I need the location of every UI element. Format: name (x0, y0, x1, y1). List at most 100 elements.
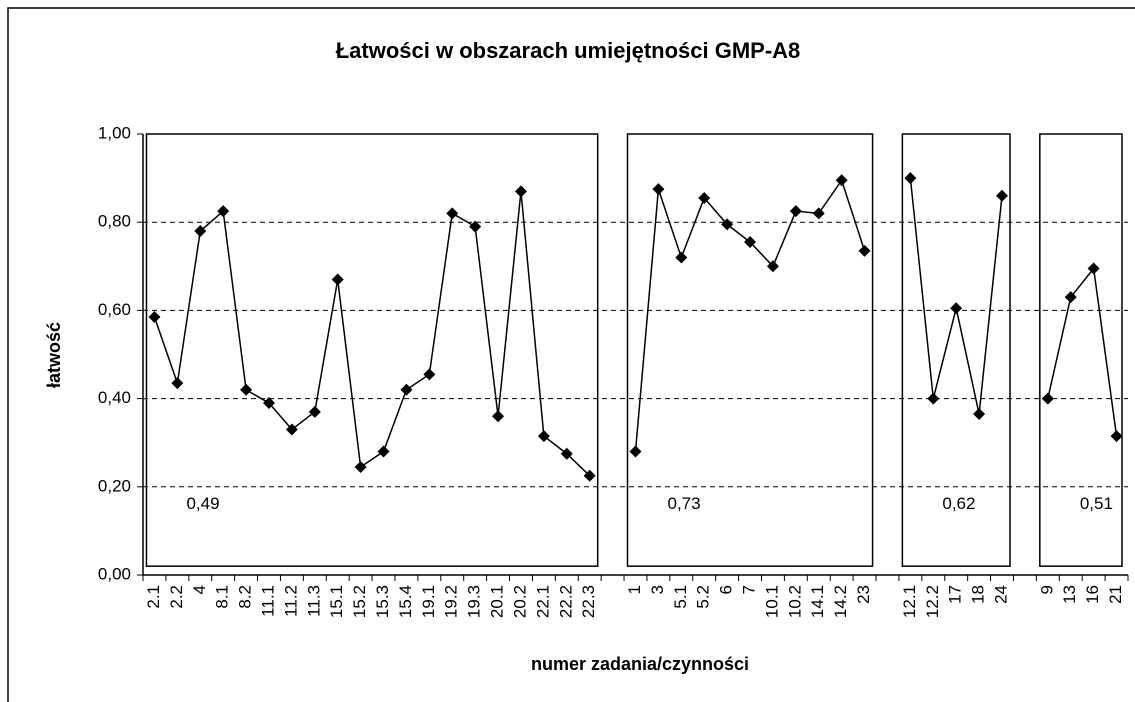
x-tick-label: 20.2 (510, 585, 529, 618)
x-tick-label: 15.4 (396, 585, 415, 618)
x-tick-label: 16 (1083, 585, 1102, 604)
x-tick-label: 7 (740, 585, 759, 594)
x-tick-label: 12.2 (923, 585, 942, 618)
marker (927, 392, 940, 405)
chart-frame (7, 7, 1135, 702)
x-tick-label: 18 (969, 585, 988, 604)
marker (148, 311, 161, 324)
x-tick-label: 19.2 (442, 585, 461, 618)
marker (812, 207, 825, 220)
x-tick-label: 3 (648, 585, 667, 594)
marker (973, 408, 986, 421)
marker (331, 273, 344, 286)
x-axis-title: numer zadania/czynności (531, 654, 749, 674)
x-tick-label: 5.1 (671, 585, 690, 609)
x-tick-label: 11.3 (304, 585, 323, 617)
area-box (901, 133, 1011, 567)
marker (629, 445, 642, 458)
x-tick-label: 20.1 (488, 585, 507, 618)
marker (377, 445, 390, 458)
marker (904, 172, 917, 185)
y-tick-label: 0,80 (98, 212, 131, 231)
marker (744, 236, 757, 249)
x-tick-label: 2.1 (144, 585, 163, 609)
marker (652, 183, 665, 196)
x-tick-label: 21 (1106, 585, 1125, 604)
area-box (145, 133, 599, 567)
marker (514, 185, 527, 198)
x-tick-label: 15.1 (327, 585, 346, 618)
marker (950, 302, 963, 315)
x-tick-label: 14.1 (808, 585, 827, 618)
x-tick-label: 4 (190, 585, 209, 594)
x-tick-label: 11.2 (281, 585, 300, 617)
marker (996, 189, 1009, 202)
y-tick-label: 0,40 (98, 388, 131, 407)
x-tick-label: 15.3 (373, 585, 392, 618)
marker (766, 260, 779, 273)
marker (240, 383, 253, 396)
marker (1041, 392, 1054, 405)
marker (446, 207, 459, 220)
marker (1110, 430, 1123, 443)
x-tick-label: 11.1 (258, 585, 277, 617)
x-tick-label: 17 (946, 585, 965, 604)
x-tick-label: 8.2 (236, 585, 255, 609)
area-box (626, 133, 874, 567)
x-tick-label: 12.1 (900, 585, 919, 618)
x-tick-label: 22.1 (533, 585, 552, 618)
x-tick-label: 13 (1060, 585, 1079, 604)
marker (217, 205, 230, 218)
marker (858, 244, 871, 257)
x-tick-label: 10.2 (785, 585, 804, 618)
marker (835, 174, 848, 187)
marker (469, 220, 482, 233)
marker (423, 368, 436, 381)
y-tick-label: 0,60 (98, 300, 131, 319)
marker (492, 410, 505, 423)
y-axis-title: łatwość (44, 322, 64, 388)
x-tick-label: 15.2 (350, 585, 369, 618)
x-tick-label: 5.2 (694, 585, 713, 609)
x-tick-label: 6 (717, 585, 736, 594)
area-mean-label: 0,62 (942, 494, 975, 513)
marker (560, 447, 573, 460)
x-tick-label: 2.2 (167, 585, 186, 609)
x-tick-label: 14.2 (831, 585, 850, 618)
series-line (153, 178, 1118, 477)
area-mean-label: 0,49 (186, 494, 219, 513)
marker (262, 397, 275, 410)
y-tick-label: 1,00 (98, 123, 131, 142)
marker (285, 423, 298, 436)
marker (1064, 291, 1077, 304)
y-tick-label: 0,00 (98, 564, 131, 583)
marker (789, 205, 802, 218)
x-tick-label: 24 (991, 585, 1010, 604)
marker (537, 430, 550, 443)
area-mean-label: 0,51 (1080, 494, 1113, 513)
x-tick-label: 19.3 (465, 585, 484, 618)
marker (194, 225, 207, 238)
marker (1087, 262, 1100, 275)
x-tick-label: 9 (1037, 585, 1056, 594)
marker (400, 383, 413, 396)
marker (171, 377, 184, 390)
x-tick-label: 8.1 (213, 585, 232, 609)
y-tick-label: 0,20 (98, 476, 131, 495)
x-tick-label: 22.2 (556, 585, 575, 618)
chart-title: Łatwości w obszarach umiejętności GMP-A8 (336, 38, 801, 63)
marker (675, 251, 688, 264)
marker (308, 405, 321, 418)
x-tick-label: 10.1 (762, 585, 781, 618)
marker (721, 218, 734, 231)
x-tick-label: 1 (625, 585, 644, 594)
marker (698, 191, 711, 204)
x-tick-label: 22.3 (579, 585, 598, 618)
marker (354, 460, 367, 473)
x-tick-label: 19.1 (419, 585, 438, 618)
area-mean-label: 0,73 (668, 494, 701, 513)
marker (583, 469, 596, 482)
x-tick-label: 23 (854, 585, 873, 604)
area-box (1039, 133, 1123, 567)
